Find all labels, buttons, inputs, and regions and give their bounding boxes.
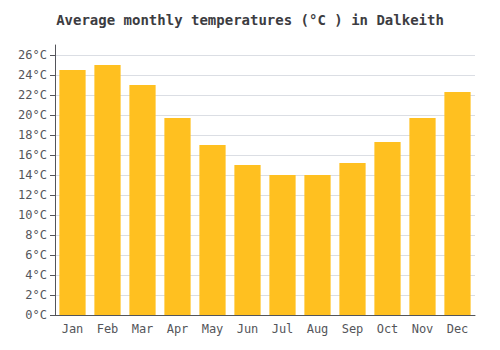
svg-text:4°C: 4°C xyxy=(25,268,47,282)
svg-text:8°C: 8°C xyxy=(25,228,47,242)
svg-text:Apr: Apr xyxy=(167,322,189,336)
svg-text:Mar: Mar xyxy=(132,322,154,336)
svg-text:6°C: 6°C xyxy=(25,248,47,262)
svg-text:Oct: Oct xyxy=(377,322,399,336)
svg-text:Sep: Sep xyxy=(342,322,364,336)
svg-text:Jul: Jul xyxy=(272,322,294,336)
svg-text:14°C: 14°C xyxy=(18,168,47,182)
svg-text:22°C: 22°C xyxy=(18,88,47,102)
svg-text:Nov: Nov xyxy=(412,322,434,336)
svg-text:Jan: Jan xyxy=(62,322,84,336)
svg-text:24°C: 24°C xyxy=(18,68,47,82)
svg-text:Feb: Feb xyxy=(97,322,119,336)
svg-text:Average monthly temperatures (: Average monthly temperatures (°C ) in Da… xyxy=(56,12,444,28)
svg-text:2°C: 2°C xyxy=(25,288,47,302)
svg-text:Jun: Jun xyxy=(237,322,259,336)
svg-text:12°C: 12°C xyxy=(18,188,47,202)
svg-text:May: May xyxy=(202,322,224,336)
svg-text:10°C: 10°C xyxy=(18,208,47,222)
svg-text:Dec: Dec xyxy=(447,322,469,336)
svg-text:26°C: 26°C xyxy=(18,48,47,62)
svg-text:16°C: 16°C xyxy=(18,148,47,162)
svg-text:18°C: 18°C xyxy=(18,128,47,142)
svg-text:20°C: 20°C xyxy=(18,108,47,122)
svg-text:Aug: Aug xyxy=(307,322,329,336)
svg-text:0°C: 0°C xyxy=(25,308,47,322)
